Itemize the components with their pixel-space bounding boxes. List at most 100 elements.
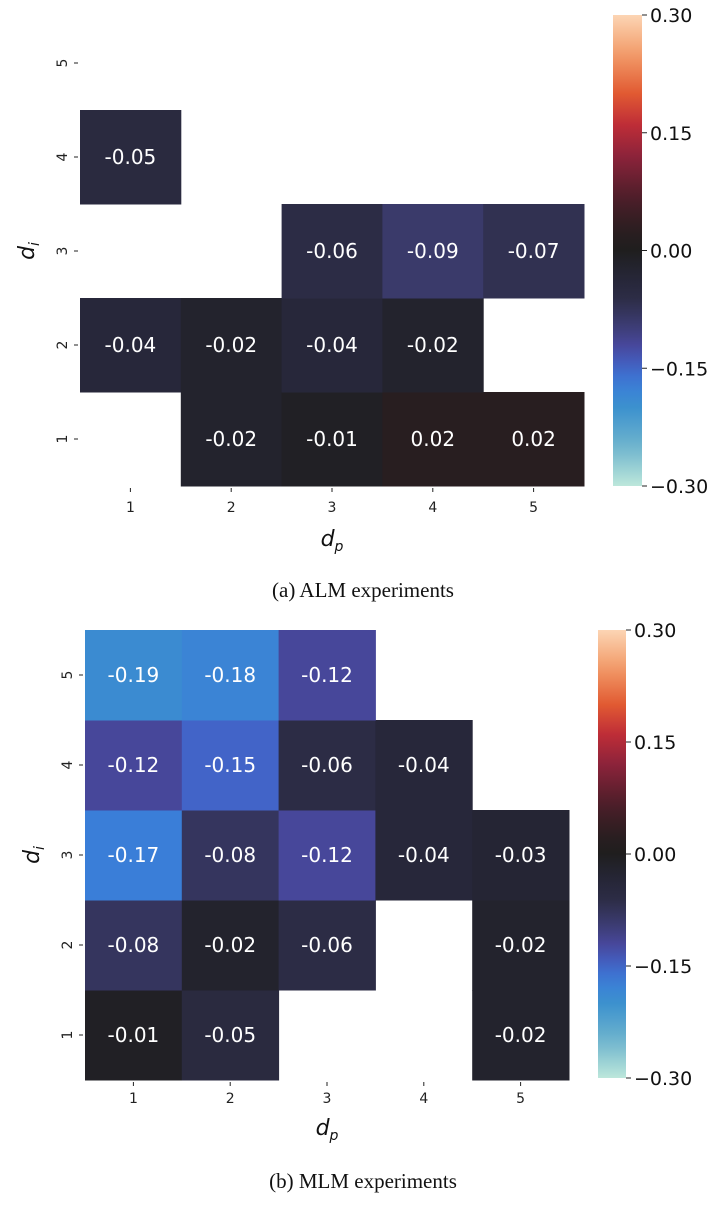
heatmap-cell	[85, 810, 183, 901]
heatmap-cell	[85, 900, 183, 991]
colorbar	[598, 630, 626, 1078]
x-axis-label: dp	[316, 1116, 339, 1144]
x-tick-label: 2	[226, 1091, 235, 1107]
y-tick-label: 1	[55, 435, 71, 444]
x-tick-label: 3	[328, 500, 337, 516]
cell-value-label: -0.02	[205, 333, 257, 357]
x-tick-label: 1	[129, 1091, 138, 1107]
figure-caption: (b) MLM experiments	[269, 1169, 457, 1193]
cell-value-label: -0.07	[508, 239, 560, 263]
x-tick-label: 5	[529, 500, 538, 516]
x-tick-label: 5	[516, 1091, 525, 1107]
heatmap-cell	[180, 392, 283, 487]
x-tick-label: 3	[323, 1091, 332, 1107]
colorbar-tick-label: −0.15	[650, 358, 708, 380]
cell-value-label: -0.02	[495, 933, 547, 957]
heatmap-cell	[278, 810, 376, 901]
heatmap-cell	[472, 810, 570, 901]
x-tick-label: 4	[419, 1091, 428, 1107]
cell-value-label: 0.02	[511, 427, 556, 451]
cell-value-label: -0.05	[204, 1023, 256, 1047]
heatmap-cell	[181, 990, 280, 1081]
cell-value-label: -0.04	[398, 843, 450, 867]
x-tick-label: 1	[126, 500, 135, 516]
cell-value-label: -0.06	[301, 933, 353, 957]
cell-value-label: -0.06	[306, 239, 358, 263]
heatmap-cell	[80, 110, 182, 205]
cell-value-label: -0.12	[108, 753, 160, 777]
colorbar-tick-label: 0.30	[650, 5, 692, 27]
heatmap-cell	[375, 720, 473, 811]
heatmap-cell	[483, 204, 585, 299]
cell-value-label: -0.09	[407, 239, 459, 263]
y-axis-label: di	[15, 242, 43, 260]
cell-value-label: -0.18	[204, 663, 256, 687]
y-tick-label: 4	[55, 152, 71, 161]
heatmap-cell	[375, 810, 473, 901]
y-tick-label: 2	[60, 941, 76, 950]
heatmap-cell	[181, 810, 280, 901]
heatmap-cell	[472, 900, 570, 991]
heatmap-cell	[278, 900, 376, 991]
heatmap-cell	[472, 990, 570, 1081]
heatmap-cell	[278, 630, 376, 721]
cell-value-label: -0.19	[108, 663, 160, 687]
heatmap-cell	[281, 204, 383, 299]
cell-value-label: -0.02	[407, 333, 459, 357]
cell-value-label: -0.15	[204, 753, 256, 777]
cell-value-label: -0.12	[301, 663, 353, 687]
cell-value-label: -0.08	[108, 933, 160, 957]
heatmap-mlm: -0.01 -0.05 -0.02 1 -0.08 -0.02 -0.06 -0.02 2 -0.…	[20, 620, 692, 1193]
colorbar-tick-label: −0.30	[634, 1068, 692, 1090]
colorbar-tick-label: −0.15	[634, 956, 692, 978]
heatmap-cell	[80, 298, 182, 393]
heatmap-cell	[85, 990, 183, 1081]
heatmap-cell	[382, 298, 484, 393]
y-tick-label: 3	[60, 851, 76, 860]
cell-value-label: -0.04	[398, 753, 450, 777]
heatmap-cell	[85, 630, 183, 721]
colorbar-tick-label: 0.00	[634, 844, 676, 866]
colorbar	[613, 15, 642, 486]
y-axis-label: di	[20, 846, 48, 864]
colorbar-tick-label: 0.00	[650, 241, 692, 263]
cell-value-label: -0.08	[204, 843, 256, 867]
cell-value-label: -0.02	[204, 933, 256, 957]
heatmap-cell	[281, 298, 383, 393]
cell-value-label: -0.02	[495, 1023, 547, 1047]
cell-value-label: -0.04	[105, 333, 157, 357]
cell-value-label: -0.03	[495, 843, 547, 867]
x-tick-label: 4	[428, 500, 437, 516]
y-tick-label: 2	[55, 341, 71, 350]
colorbar-tick-label: −0.30	[650, 476, 708, 498]
colorbar-tick-label: 0.15	[634, 732, 676, 754]
x-tick-label: 2	[227, 500, 236, 516]
x-axis-label: dp	[321, 527, 344, 555]
cell-value-label: -0.01	[108, 1023, 160, 1047]
y-tick-label: 4	[60, 760, 76, 769]
heatmap-cell	[382, 392, 484, 487]
heatmap-cell	[180, 298, 283, 393]
heatmap-cell	[181, 720, 280, 811]
heatmap-cell	[85, 720, 183, 811]
cell-value-label: -0.06	[301, 753, 353, 777]
cell-value-label: -0.12	[301, 843, 353, 867]
heatmap-alm: -0.02 -0.01 0.02 0.02 1 -0.04 -0.02 -0.04 -0.02 2…	[15, 5, 708, 602]
cell-value-label: -0.05	[105, 145, 157, 169]
heatmap-cell	[382, 204, 484, 299]
colorbar-tick-label: 0.30	[634, 620, 676, 642]
cell-value-label: -0.04	[306, 333, 358, 357]
figure-caption: (a) ALM experiments	[272, 578, 454, 602]
cell-value-label: -0.17	[108, 843, 160, 867]
cell-value-label: -0.01	[306, 427, 358, 451]
heatmap-cell	[281, 392, 383, 487]
cell-value-label: -0.02	[205, 427, 257, 451]
y-tick-label: 3	[55, 247, 71, 256]
y-tick-label: 5	[55, 59, 71, 68]
heatmap-cell	[181, 630, 280, 721]
heatmap-cell	[181, 900, 280, 991]
heatmap-cell	[278, 720, 376, 811]
cell-value-label: 0.02	[411, 427, 456, 451]
heatmap-cell	[483, 392, 585, 487]
